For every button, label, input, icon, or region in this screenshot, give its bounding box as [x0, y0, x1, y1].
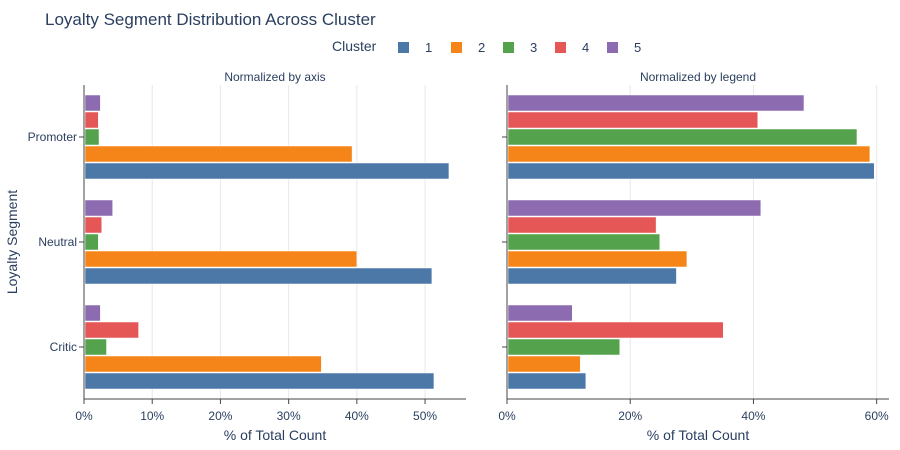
bar-1-critic-cluster-4	[84, 321, 139, 339]
x-axis-title: % of Total Count	[647, 427, 750, 443]
bar-1-critic-cluster-3	[84, 338, 107, 356]
panel-2: 0% 20% 40% 60% Normalized by legend % of Tota…	[498, 70, 889, 443]
legend: Cluster 1 2 3 4 5	[332, 38, 641, 55]
panel-1: 0% 10% 20% 30% 40% 50% Normalized by axis % of …	[28, 70, 466, 443]
x-tick-label: 0%	[498, 409, 516, 423]
bar-1-promoter-cluster-3	[84, 128, 100, 146]
x-tick-label: 40%	[345, 409, 369, 423]
y-tick-label: Promoter	[28, 130, 77, 144]
legend-swatch-3	[503, 42, 514, 53]
legend-label-1: 1	[425, 40, 432, 55]
legend-swatch-5	[607, 42, 618, 53]
bar-2-promoter-cluster-2	[507, 145, 871, 163]
subplot-title: Normalized by legend	[640, 70, 756, 84]
bar-1-neutral-cluster-3	[84, 233, 99, 251]
bar-2-promoter-cluster-5	[507, 94, 805, 112]
legend-title: Cluster	[332, 38, 377, 54]
x-tick-label: 50%	[413, 409, 437, 423]
chart-panels: 0% 10% 20% 30% 40% 50% Normalized by axis % of …	[4, 70, 889, 443]
bar-2-critic-cluster-4	[507, 321, 724, 339]
bar-2-promoter-cluster-1	[507, 162, 875, 180]
bar-2-neutral-cluster-4	[507, 216, 657, 234]
legend-label-5: 5	[634, 40, 641, 55]
x-tick-label: 20%	[618, 409, 642, 423]
bar-1-promoter-cluster-5	[84, 94, 101, 112]
chart-title: Loyalty Segment Distribution Across Clus…	[45, 10, 376, 29]
legend-label-4: 4	[582, 40, 589, 55]
x-tick-label: 30%	[277, 409, 301, 423]
bar-2-neutral-cluster-5	[507, 199, 762, 217]
bar-2-critic-cluster-1	[507, 372, 587, 390]
y-tick-label: Critic	[50, 340, 77, 354]
legend-swatch-1	[398, 42, 409, 53]
legend-label-3: 3	[530, 40, 537, 55]
bar-1-critic-cluster-2	[84, 355, 322, 373]
bar-1-neutral-cluster-4	[84, 216, 102, 234]
x-tick-label: 10%	[140, 409, 164, 423]
x-tick-label: 20%	[208, 409, 232, 423]
y-tick-label: Neutral	[38, 235, 77, 249]
y-axis-title: Loyalty Segment	[4, 190, 20, 294]
bar-2-promoter-cluster-4	[507, 111, 759, 129]
x-tick-label: 40%	[741, 409, 765, 423]
legend-swatch-4	[555, 42, 566, 53]
subplot-title: Normalized by axis	[224, 70, 325, 84]
bar-1-neutral-cluster-5	[84, 199, 113, 217]
bar-2-neutral-cluster-1	[507, 267, 677, 285]
x-axis-title: % of Total Count	[224, 427, 327, 443]
bar-2-critic-cluster-2	[507, 355, 581, 373]
bar-2-neutral-cluster-3	[507, 233, 661, 251]
bar-1-critic-cluster-1	[84, 372, 435, 390]
bar-1-critic-cluster-5	[84, 304, 101, 322]
bar-2-promoter-cluster-3	[507, 128, 858, 146]
bar-1-neutral-cluster-1	[84, 267, 433, 285]
x-tick-label: 0%	[75, 409, 93, 423]
bar-2-critic-cluster-5	[507, 304, 573, 322]
bar-2-neutral-cluster-2	[507, 250, 688, 268]
x-tick-label: 60%	[865, 409, 889, 423]
bar-1-promoter-cluster-4	[84, 111, 99, 129]
legend-swatch-2	[451, 42, 462, 53]
legend-label-2: 2	[478, 40, 485, 55]
bar-1-promoter-cluster-1	[84, 162, 450, 180]
bar-1-promoter-cluster-2	[84, 145, 353, 163]
bar-1-neutral-cluster-2	[84, 250, 358, 268]
bar-2-critic-cluster-3	[507, 338, 621, 356]
